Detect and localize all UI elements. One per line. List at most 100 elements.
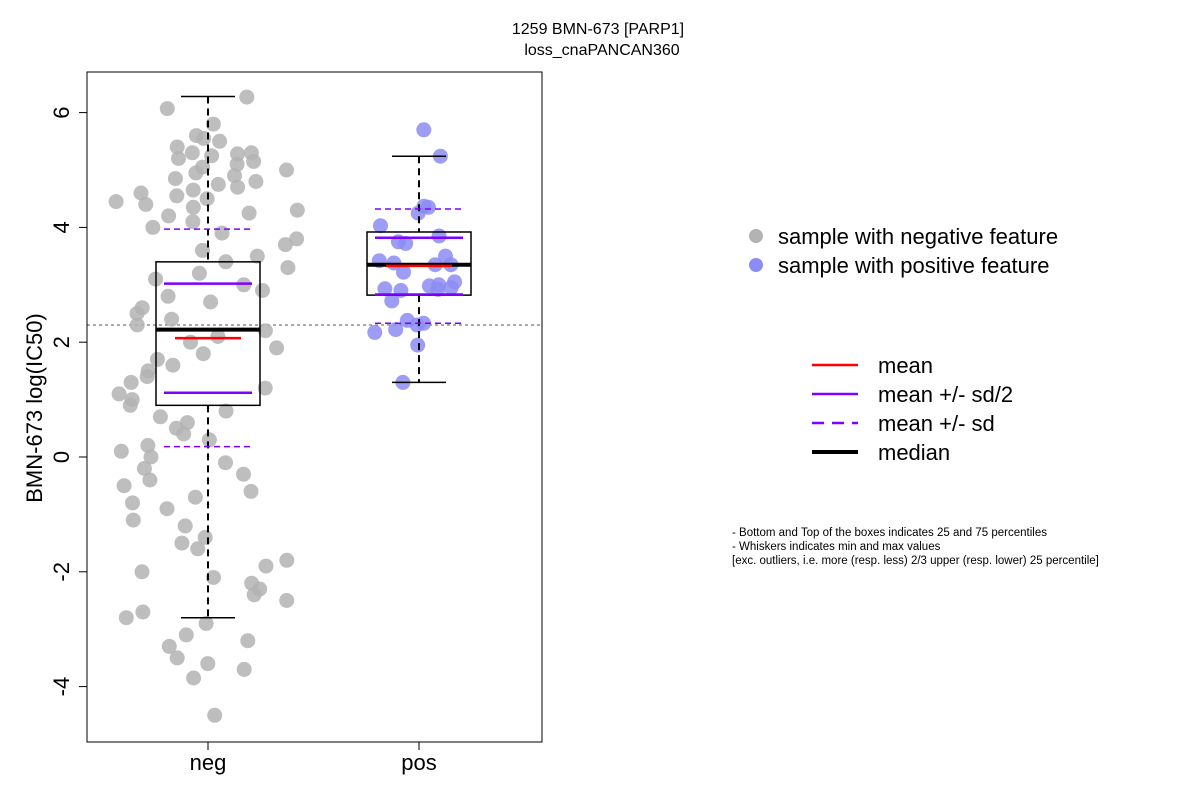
data-point-pos: [367, 324, 383, 340]
data-point-neg: [149, 351, 165, 367]
footnote-line: - Bottom and Top of the boxes indicates …: [732, 527, 1047, 539]
data-point-neg: [249, 248, 265, 264]
data-point-neg: [218, 403, 234, 419]
data-point-neg: [186, 670, 202, 686]
data-point-pos: [416, 122, 432, 138]
data-point-neg: [122, 397, 138, 413]
data-point-neg: [139, 369, 155, 385]
data-point-neg: [257, 380, 273, 396]
series-neg-points: [108, 89, 305, 723]
legend-point-label: sample with positive feature: [778, 253, 1049, 278]
data-point-pos: [409, 317, 425, 333]
box-rect: [155, 261, 261, 407]
data-point-neg: [200, 656, 216, 672]
data-point-neg: [230, 179, 246, 195]
data-point-neg: [143, 449, 159, 465]
legend-line-label: mean +/- sd: [878, 411, 995, 436]
y-tick-label: 4: [49, 221, 74, 233]
y-tick-label: 6: [49, 106, 74, 118]
legend-line-label: mean +/- sd/2: [878, 382, 1013, 407]
y-tick-label: -2: [49, 562, 74, 582]
data-point-neg: [241, 205, 257, 221]
data-point-neg: [179, 415, 195, 431]
y-tick-label: 0: [49, 451, 74, 463]
footnote-line: [exc. outliers, i.e. more (resp. less) 2…: [732, 555, 1099, 567]
data-point-neg: [185, 214, 201, 230]
plot-area: [87, 89, 542, 723]
data-point-neg: [171, 151, 186, 166]
y-axis: -4 -2 0 2 4 6: [49, 106, 88, 697]
data-point-neg: [187, 489, 203, 505]
footnotes: - Bottom and Top of the boxes indicates …: [732, 527, 1099, 567]
data-point-neg: [212, 133, 228, 149]
data-point-neg: [159, 101, 175, 117]
data-point-neg: [201, 432, 217, 448]
data-point-neg: [289, 231, 305, 247]
data-point-neg: [185, 182, 201, 198]
line-legend: mean mean +/- sd/2 mean +/- sd median: [812, 353, 1013, 465]
data-point-neg: [167, 171, 183, 187]
data-point-neg: [133, 185, 149, 201]
data-point-neg: [229, 156, 245, 172]
legend-point-swatch: [749, 229, 763, 243]
data-point-neg: [188, 165, 204, 181]
data-point-neg: [125, 495, 140, 511]
data-point-neg: [169, 139, 185, 155]
plot-frame: [86, 71, 543, 743]
data-point-neg: [123, 374, 139, 390]
data-point-neg: [214, 225, 230, 241]
chart-title: 1259 BMN-673 [PARP1]: [512, 21, 684, 38]
data-point-neg: [145, 219, 161, 235]
data-point-neg: [161, 208, 177, 224]
data-point-neg: [227, 168, 242, 184]
data-point-neg: [138, 196, 154, 212]
data-point-neg: [258, 558, 274, 574]
data-point-neg: [129, 317, 145, 333]
data-point-pos: [377, 281, 393, 297]
chart-subtitle: loss_cnaPANCAN360: [524, 42, 679, 59]
footnote-line: - Whiskers indicates min and max values: [732, 541, 941, 553]
data-point-neg: [207, 707, 223, 723]
y-tick-label: -4: [49, 677, 74, 697]
data-point-neg: [206, 570, 221, 585]
data-point-neg: [198, 616, 214, 631]
data-point-pos: [431, 228, 447, 244]
y-axis-label: BMN-673 log(IC50): [22, 313, 47, 503]
data-point-neg: [190, 541, 206, 557]
data-point-neg: [111, 386, 127, 402]
data-point-neg: [142, 472, 158, 488]
y-tick-label: 2: [49, 336, 74, 348]
data-point-pos: [410, 205, 426, 221]
point-legend: sample with negative feature sample with …: [749, 224, 1058, 278]
data-point-neg: [246, 153, 262, 169]
data-point-neg: [176, 426, 192, 442]
data-point-pos: [398, 236, 414, 251]
data-point-neg: [125, 512, 141, 528]
data-point-neg: [177, 518, 193, 534]
data-point-pos: [396, 264, 411, 280]
data-point-neg: [255, 283, 270, 298]
data-point-neg: [280, 260, 296, 276]
data-point-neg: [257, 323, 273, 339]
data-point-neg: [289, 202, 305, 218]
data-point-neg: [236, 661, 252, 677]
data-point-neg: [164, 311, 180, 327]
data-point-neg: [116, 478, 132, 494]
data-point-neg: [134, 564, 150, 580]
data-point-neg: [243, 483, 259, 499]
legend-point-swatch: [749, 258, 763, 272]
data-point-neg: [118, 610, 134, 626]
data-point-neg: [279, 552, 295, 568]
data-point-neg: [136, 461, 152, 476]
data-point-pos: [373, 218, 388, 234]
data-point-neg: [185, 199, 201, 215]
data-point-neg: [240, 633, 256, 649]
data-point-neg: [279, 593, 295, 608]
data-point-neg: [165, 357, 181, 373]
data-point-neg: [210, 329, 226, 344]
data-point-neg: [248, 174, 264, 189]
series-pos-points: [367, 122, 463, 390]
data-point-neg: [239, 89, 255, 105]
data-point-pos: [430, 281, 446, 297]
